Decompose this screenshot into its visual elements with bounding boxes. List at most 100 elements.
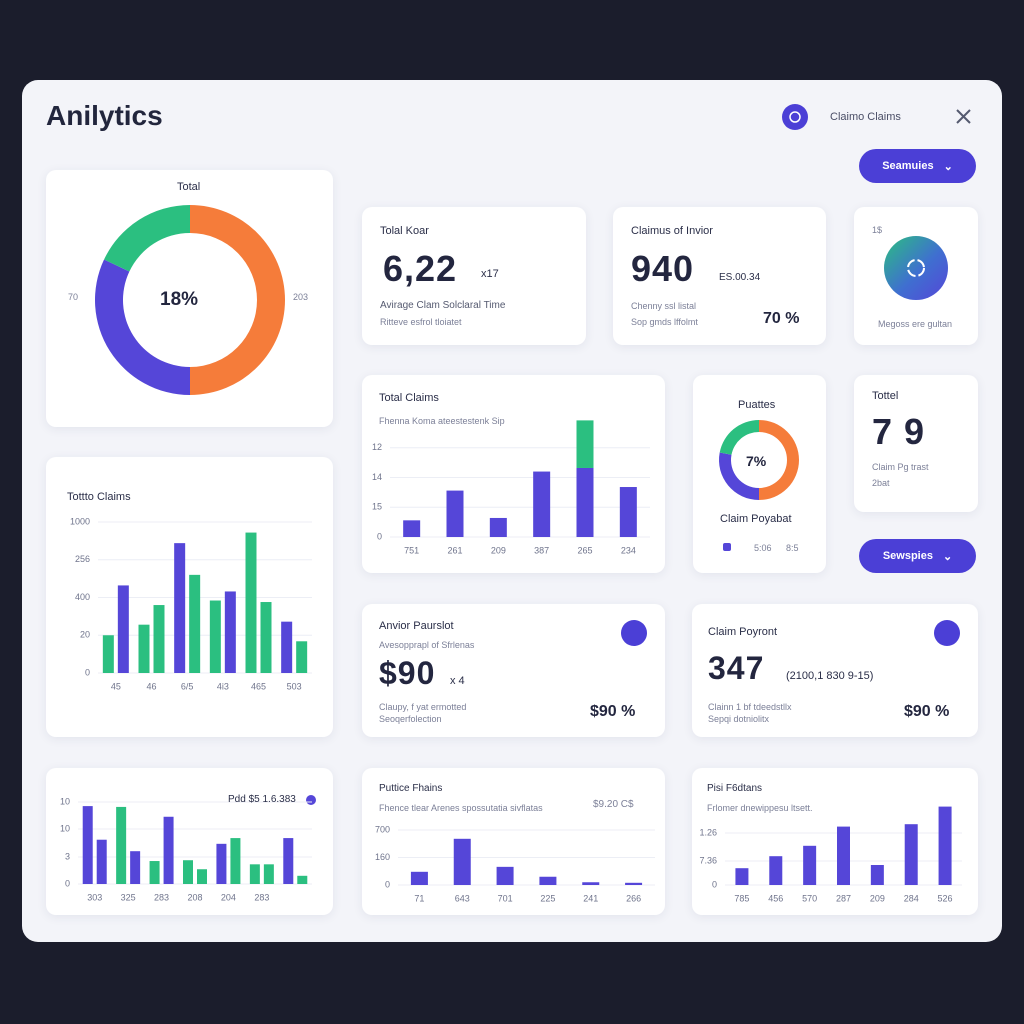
x-tick-label: 204 xyxy=(221,892,236,902)
card-title: Total Claims xyxy=(379,392,439,404)
y-tick-label: 15 xyxy=(372,502,382,512)
bar xyxy=(489,517,507,537)
text: Ritteve esfrol tloiatet xyxy=(380,317,462,327)
x-tick-label: 234 xyxy=(621,545,636,555)
y-tick-label: 12 xyxy=(372,442,382,452)
icon xyxy=(621,620,647,646)
bar xyxy=(249,864,260,884)
card xyxy=(693,375,826,573)
x-tick-label: 785 xyxy=(734,893,749,903)
bar xyxy=(539,876,557,885)
bar xyxy=(209,600,221,673)
bar xyxy=(183,860,193,884)
x-tick-label: 283 xyxy=(254,892,269,902)
status-circle xyxy=(884,236,948,300)
card xyxy=(613,207,826,345)
y-tick-label: 1000 xyxy=(70,516,90,526)
badge: (2100,1 830 9-15) xyxy=(786,670,874,682)
card xyxy=(362,207,586,345)
bar xyxy=(260,602,272,673)
bar xyxy=(245,532,257,673)
donut-segment xyxy=(719,452,759,500)
y-tick-label: 700 xyxy=(375,824,390,834)
y-tick-label: 10 xyxy=(60,796,70,806)
kpi-value: 940 xyxy=(631,248,695,289)
bar xyxy=(230,838,241,884)
button-label: Sewspies xyxy=(882,550,933,562)
text: Sop gmds lffolmt xyxy=(631,317,698,327)
text: Claim Pg trast xyxy=(872,462,929,472)
caption: Claim Poyabat xyxy=(720,513,792,525)
bar xyxy=(102,635,114,673)
legend-label: Pdd $5 1.6.383 xyxy=(228,794,296,805)
x-tick-label: 261 xyxy=(447,545,462,555)
x-tick-label: 283 xyxy=(154,892,169,902)
kpi-value: $90 xyxy=(379,655,436,691)
button[interactable]: Sewspies ⌄ xyxy=(859,539,976,573)
donut-segment xyxy=(719,420,759,455)
bar xyxy=(153,605,165,673)
card-title: Tolal Koar xyxy=(380,225,429,237)
card-title: Total xyxy=(177,181,201,193)
x-tick-label: 570 xyxy=(802,893,817,903)
bar xyxy=(130,851,141,884)
kpi-value: 347 xyxy=(708,650,765,686)
bar xyxy=(769,856,783,885)
close-button[interactable] xyxy=(956,109,971,124)
bar xyxy=(149,861,160,884)
x-tick-label: 284 xyxy=(904,893,919,903)
bar xyxy=(403,520,421,537)
kpi-value: 7 9 xyxy=(872,411,926,452)
chevron: ⌄ xyxy=(942,550,953,563)
y-tick-label: 10 xyxy=(60,823,70,833)
x-tick-label: 701 xyxy=(498,893,513,903)
donut-segment xyxy=(759,420,799,500)
footer-text: 8:5 xyxy=(786,543,799,553)
card xyxy=(362,604,665,737)
bar xyxy=(116,806,127,884)
avatar xyxy=(782,104,808,130)
card xyxy=(692,604,978,737)
bar xyxy=(576,420,594,468)
caption: Megoss ere gultan xyxy=(878,319,953,329)
y-tick-label: 7.36 xyxy=(699,855,717,865)
x-tick-label: 4i3 xyxy=(217,681,229,691)
button[interactable]: Seamuies ⌄ xyxy=(859,149,976,183)
text: Sepqi dotniolitx xyxy=(708,714,770,724)
y-tick-label: 400 xyxy=(75,592,90,602)
card-title: Puattes xyxy=(738,399,776,411)
bar xyxy=(453,838,471,885)
y-tick-label: 3 xyxy=(65,851,70,861)
bar xyxy=(224,591,236,673)
label: 1$ xyxy=(872,225,883,235)
y-tick-label: 0 xyxy=(377,531,382,541)
subtitle: Fhence tlear Arenes spossutatia sivflata… xyxy=(379,803,543,813)
donut-segment xyxy=(94,259,190,396)
y-tick-label: 0 xyxy=(712,879,717,889)
x-tick-label: 71 xyxy=(414,893,424,903)
bar xyxy=(625,882,643,885)
donut-segment xyxy=(190,205,285,395)
card-title: Claimus of Invior xyxy=(631,225,713,237)
bar xyxy=(197,869,207,884)
text: Avirage Clam Solclaral Time xyxy=(380,300,506,311)
lock-icon xyxy=(723,543,731,551)
card-title: Pisi F6dtans xyxy=(707,783,763,794)
x-tick-label: 45 xyxy=(111,681,121,691)
text: 2bat xyxy=(872,478,890,488)
x-tick-label: 503 xyxy=(287,681,302,691)
bar xyxy=(735,868,749,885)
bar xyxy=(904,824,918,885)
percent: $90 % xyxy=(590,703,636,720)
status-icon xyxy=(907,259,925,277)
y-tick-label: 0 xyxy=(385,879,390,889)
bar xyxy=(82,806,93,884)
bar xyxy=(281,621,293,673)
bar xyxy=(283,838,294,884)
y-tick-label: 160 xyxy=(375,852,390,862)
card xyxy=(362,768,665,915)
bar xyxy=(619,487,637,537)
bar xyxy=(446,490,464,537)
